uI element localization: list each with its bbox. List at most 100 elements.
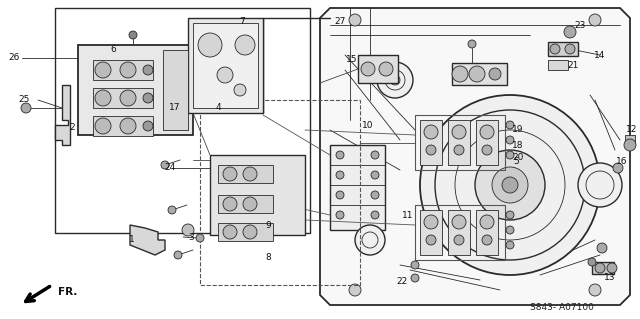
Bar [415,115,505,170]
Bar [625,135,635,143]
Circle shape [565,44,575,54]
Circle shape [223,197,237,211]
Bar [218,223,273,241]
Polygon shape [320,8,630,305]
Circle shape [480,215,494,229]
Circle shape [161,161,169,169]
Circle shape [475,150,545,220]
Polygon shape [130,225,165,255]
Bar [452,63,507,85]
Circle shape [95,62,111,78]
Circle shape [143,93,153,103]
Circle shape [597,243,607,253]
Circle shape [424,215,438,229]
Text: 23: 23 [574,20,586,29]
Circle shape [120,90,136,106]
Circle shape [506,241,514,249]
Circle shape [196,234,204,242]
Circle shape [371,211,379,219]
Circle shape [589,14,601,26]
Bar [476,210,498,255]
Circle shape [361,62,375,76]
Text: 19: 19 [512,125,524,135]
Circle shape [243,167,257,181]
Circle shape [578,163,622,207]
Bar [476,120,498,165]
Bar [200,100,360,285]
Circle shape [235,35,255,55]
Bar [188,18,263,113]
Text: 17: 17 [169,103,180,113]
Text: 15: 15 [346,56,358,64]
Circle shape [489,68,501,80]
Circle shape [371,151,379,159]
Bar [93,88,153,108]
Text: 13: 13 [604,273,616,283]
Circle shape [607,263,617,273]
Circle shape [336,171,344,179]
Circle shape [390,75,400,85]
Text: 21: 21 [567,61,579,70]
Bar [420,120,442,165]
Circle shape [95,90,111,106]
Circle shape [624,139,636,151]
Text: 25: 25 [19,95,29,105]
Bar [358,55,398,83]
Circle shape [411,261,419,269]
Bar [210,155,305,235]
Circle shape [120,118,136,134]
Circle shape [452,125,466,139]
Circle shape [129,31,137,39]
Circle shape [589,284,601,296]
Circle shape [336,191,344,199]
Circle shape [454,145,464,155]
Circle shape [426,235,436,245]
Bar [193,23,258,108]
Bar [415,205,505,260]
Circle shape [506,136,514,144]
Circle shape [613,163,623,173]
Circle shape [588,258,596,266]
Text: 16: 16 [616,158,628,167]
Bar [55,8,310,233]
Circle shape [420,95,600,275]
Circle shape [371,191,379,199]
Circle shape [564,26,576,38]
Circle shape [143,121,153,131]
Circle shape [120,62,136,78]
Circle shape [377,62,413,98]
Circle shape [452,66,468,82]
Circle shape [182,224,194,236]
Bar [218,165,273,183]
Text: 4: 4 [215,103,221,113]
Circle shape [349,284,361,296]
Circle shape [426,145,436,155]
Bar [78,45,193,135]
Circle shape [379,62,393,76]
Circle shape [482,235,492,245]
Text: 18: 18 [512,140,524,150]
Circle shape [21,103,31,113]
Text: FR.: FR. [58,287,77,297]
Text: 27: 27 [334,18,346,26]
Circle shape [469,66,485,82]
Circle shape [502,177,518,193]
Bar [93,116,153,136]
Circle shape [234,84,246,96]
Text: 14: 14 [595,50,605,60]
Text: 6: 6 [110,46,116,55]
Polygon shape [55,85,70,145]
Circle shape [355,225,385,255]
Circle shape [482,145,492,155]
Bar [448,120,470,165]
Text: 20: 20 [512,153,524,162]
Text: 8: 8 [265,254,271,263]
Bar [448,210,470,255]
Text: 5: 5 [513,158,519,167]
Circle shape [243,197,257,211]
Text: S843- A07100: S843- A07100 [530,303,594,313]
Text: 22: 22 [396,278,408,286]
Bar [420,210,442,255]
Circle shape [349,14,361,26]
Text: 7: 7 [239,18,245,26]
